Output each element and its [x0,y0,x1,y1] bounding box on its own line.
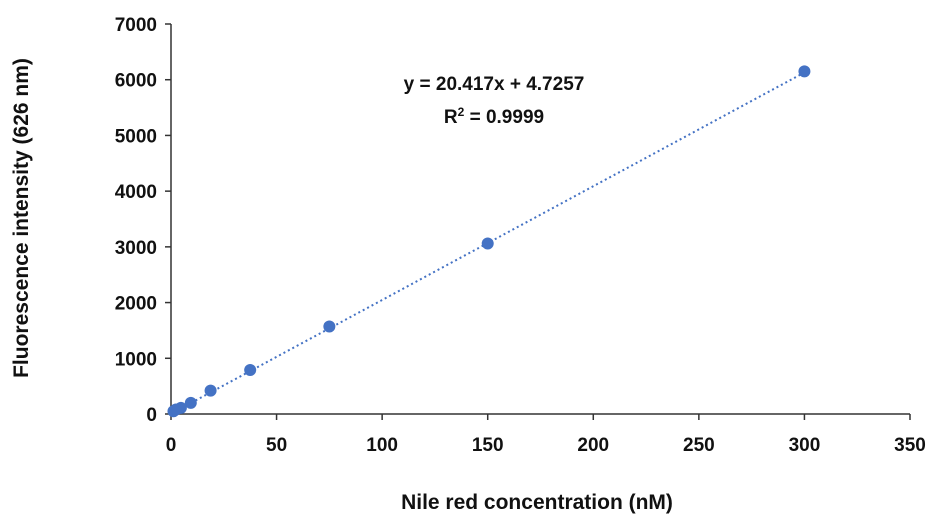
data-point [174,401,187,414]
r-squared-value: = 0.9999 [464,107,544,128]
data-point [798,65,811,78]
r-squared-letter: R [444,107,458,128]
x-tick-label: 200 [577,435,609,456]
y-tick-label: 6000 [115,71,157,92]
data-point [204,384,217,397]
x-tick-label: 250 [683,435,715,456]
data-point [244,363,257,376]
x-tick-label: 350 [894,435,926,456]
data-point [323,320,336,333]
y-tick-label: 4000 [115,182,157,203]
data-points [167,65,811,418]
y-tick-label: 2000 [115,294,157,315]
r-squared-superscript: 2 [458,105,465,119]
x-ticks: 0 50 100 150 200 250 300 350 [166,414,926,456]
y-tick-label: 1000 [115,349,157,370]
x-tick-label: 50 [266,435,287,456]
y-axis-title: Fluorescence intensity (626 nm) [10,58,33,378]
x-tick-label: 300 [789,435,821,456]
trendline-equation: y = 20.417x + 4.7257 [404,74,585,95]
data-point [481,237,494,250]
y-tick-label: 0 [146,405,157,426]
x-tick-label: 150 [472,435,504,456]
x-tick-label: 100 [366,435,398,456]
y-ticks: 0 1000 2000 3000 4000 5000 6000 7000 [115,15,171,426]
data-point [184,396,197,409]
y-tick-label: 3000 [115,238,157,259]
r-squared-label: R2 = 0.9999 [444,105,544,128]
x-tick-label: 0 [166,435,177,456]
y-tick-label: 5000 [115,126,157,147]
y-tick-label: 7000 [115,15,157,36]
axes: 0 1000 2000 3000 4000 5000 6000 7000 0 50 100 150 2… [115,15,926,456]
x-axis-title: Nile red concentration (nM) [401,491,673,514]
